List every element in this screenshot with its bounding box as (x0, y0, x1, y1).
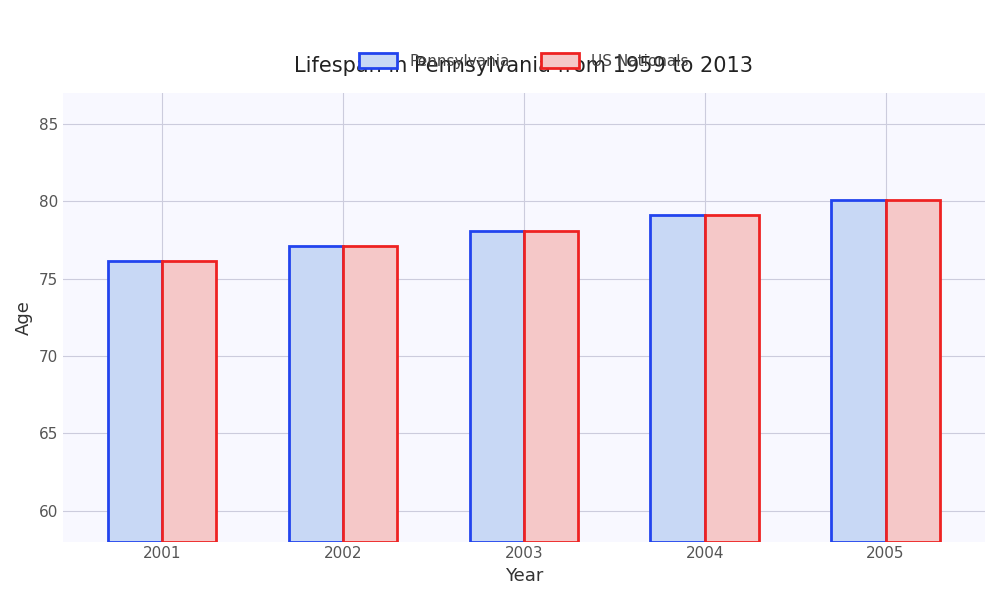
Bar (650, 215, 705, 542)
X-axis label: Year: Year (505, 567, 543, 585)
Bar (705, 215, 759, 542)
Legend: Pennsylvania, US Nationals: Pennsylvania, US Nationals (353, 47, 695, 75)
Title: Lifespan in Pennsylvania from 1959 to 2013: Lifespan in Pennsylvania from 1959 to 20… (294, 56, 753, 76)
Bar (524, 230, 578, 542)
Bar (289, 246, 343, 542)
Bar (886, 200, 940, 542)
Bar (162, 262, 216, 542)
Bar (343, 246, 397, 542)
Bar (108, 262, 162, 542)
Y-axis label: Age: Age (15, 300, 33, 335)
Bar (470, 230, 524, 542)
Bar (831, 200, 886, 542)
